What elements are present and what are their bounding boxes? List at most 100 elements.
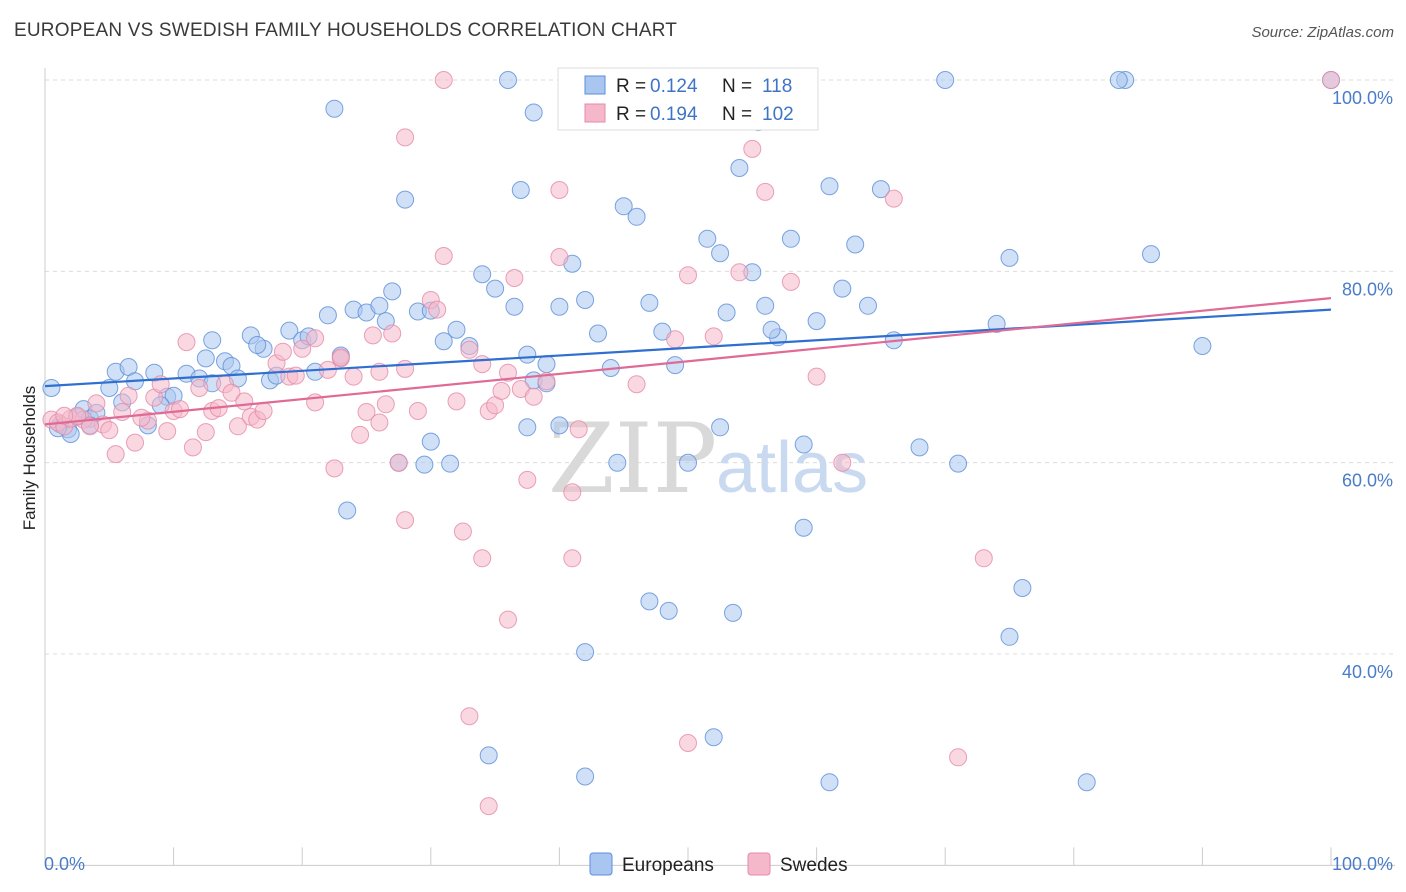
point-europeans [794,435,813,454]
point-swedes [679,266,697,285]
point-swedes [666,330,685,349]
point-europeans [338,501,357,520]
y-tick-label: 80.0% [1342,279,1393,299]
point-swedes [235,392,254,411]
point-swedes [363,326,382,345]
legend-swatch-europeans [584,75,606,95]
point-swedes [499,610,517,629]
point-europeans [698,229,717,248]
point-europeans [576,291,595,309]
point-europeans [608,453,627,472]
point-europeans [576,643,595,662]
point-swedes [743,139,762,158]
point-europeans [511,181,530,199]
point-europeans [717,303,736,322]
point-europeans [614,197,633,216]
point-swedes [286,366,305,385]
point-europeans [100,379,119,397]
point-europeans [499,71,517,89]
point-swedes [781,272,800,291]
legend-r-value-2: 0.194 [650,104,698,125]
point-swedes [453,522,472,541]
point-europeans [1142,245,1160,264]
point-europeans [711,244,730,263]
point-swedes [460,707,479,726]
point-swedes [254,402,273,420]
point-europeans [42,379,61,397]
point-swedes [949,748,968,767]
point-europeans [666,356,685,375]
point-swedes [518,470,537,489]
point-swedes [293,339,312,358]
point-swedes [499,363,517,382]
point-europeans [807,312,826,331]
point-swedes [81,417,99,436]
series-legend: Europeans Swedes [589,852,848,876]
legend-n-value-2: 102 [762,104,794,125]
point-europeans [640,293,659,312]
point-swedes [974,549,993,568]
point-swedes [222,383,241,402]
point-europeans [762,320,781,339]
chart-title: EUROPEAN VS SWEDISH FAMILY HOUSEHOLDS CO… [14,20,678,41]
y-tick-label: 60.0% [1342,471,1393,491]
point-europeans [1077,773,1096,792]
point-europeans [383,282,402,301]
point-swedes [183,438,202,457]
point-europeans [518,345,537,364]
point-swedes [563,483,582,502]
point-europeans [679,453,697,472]
point-swedes [492,381,511,400]
point-europeans [518,418,537,437]
legend-n-label-1: N = [722,76,752,97]
point-swedes [884,189,903,208]
point-swedes [396,359,415,378]
point-swedes [396,128,415,147]
point-europeans [589,324,607,343]
point-europeans [756,296,775,315]
source-label: Source: ZipAtlas.com [1251,24,1394,41]
point-europeans [473,265,492,284]
legend-r-label-1: R = [616,76,646,97]
x-tick-label: 0.0% [44,854,85,874]
point-swedes [428,300,447,319]
legend-n-value-1: 118 [762,76,792,97]
point-europeans [576,767,595,786]
point-swedes [434,247,453,265]
point-swedes [408,402,427,420]
point-europeans [1013,579,1032,597]
point-europeans [910,438,929,457]
point-swedes [331,348,350,367]
point-europeans [505,297,524,316]
point-europeans [704,728,723,747]
point-swedes [550,181,569,199]
point-europeans [325,99,344,118]
point-swedes [273,342,292,361]
point-swedes [704,327,723,346]
point-europeans [1000,627,1019,646]
point-europeans [640,592,659,611]
point-europeans [659,601,678,620]
point-swedes [119,386,138,405]
point-swedes [569,420,588,439]
point-swedes [479,797,498,816]
point-europeans [196,349,215,368]
point-europeans [627,207,646,226]
trend-lines [44,297,1332,426]
point-swedes [1322,71,1340,89]
point-swedes [376,395,395,414]
point-swedes [87,394,106,413]
point-swedes [196,423,215,442]
point-swedes [306,329,325,348]
point-europeans [1109,71,1128,89]
point-europeans [833,279,852,298]
point-swedes [537,372,556,391]
point-europeans [486,279,505,298]
point-swedes [55,406,74,425]
point-europeans [441,454,460,473]
point-swedes [563,549,582,568]
legend-n-label-2: N = [722,104,752,125]
point-europeans [949,454,968,473]
x-tick-labels: 0.0% 100.0% [44,854,1393,874]
